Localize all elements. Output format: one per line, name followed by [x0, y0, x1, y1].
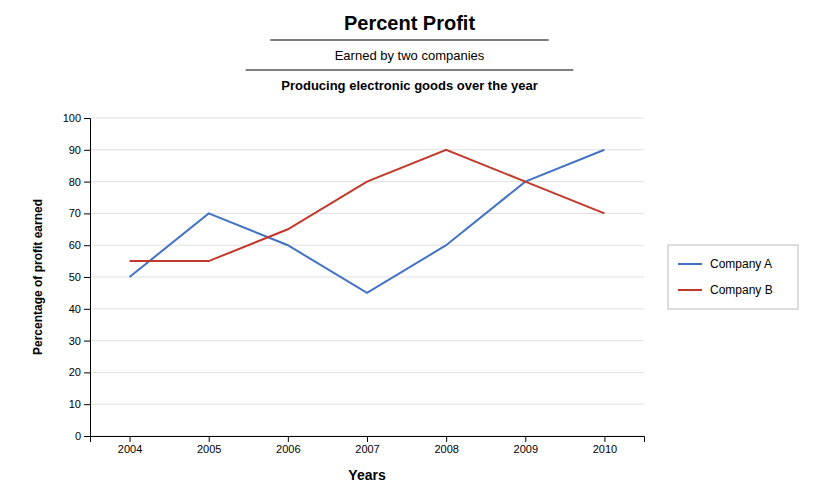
y-tick-label: 80	[69, 176, 81, 188]
x-tick-label: 2004	[118, 443, 142, 455]
legend: Company A Company B	[668, 245, 798, 309]
y-tick-mark	[84, 309, 90, 310]
legend-swatch	[678, 263, 702, 265]
title-rule	[270, 39, 548, 40]
x-tick-mark	[367, 436, 368, 442]
x-axis-line	[91, 437, 645, 443]
y-tick: 50	[69, 271, 90, 283]
y-tick: 10	[69, 398, 90, 410]
y-tick: 30	[69, 335, 90, 347]
x-tick: 2010	[593, 436, 617, 455]
x-axis: 2004 2005 2006 2007 2008 2009 2010	[91, 436, 645, 455]
grid-line	[90, 213, 644, 214]
y-tick-mark	[84, 277, 90, 278]
x-tick-label: 2006	[276, 443, 300, 455]
x-tick: 2006	[276, 436, 300, 455]
series-line	[130, 150, 605, 261]
y-axis-line	[84, 119, 91, 437]
title: Percent Profit	[344, 12, 475, 34]
x-tick: 2008	[434, 436, 458, 455]
x-tick: 2004	[118, 436, 142, 455]
y-tick-mark	[84, 150, 90, 151]
y-tick-mark	[84, 213, 90, 214]
y-tick: 20	[69, 366, 90, 378]
y-tick-label: 10	[69, 398, 81, 410]
y-tick: 80	[69, 176, 90, 188]
y-tick-mark	[84, 118, 90, 119]
chart: Percent Profit Earned by two companies Pro…	[0, 0, 819, 498]
x-tick-mark	[288, 436, 289, 442]
grid-line	[90, 118, 644, 119]
y-tick-label: 20	[69, 366, 81, 378]
x-axis-title: Years	[348, 467, 386, 483]
x-tick-label: 2008	[434, 443, 458, 455]
grid-line	[90, 277, 644, 278]
series-group	[130, 150, 605, 293]
y-tick-mark	[84, 245, 90, 246]
subtitle: Earned by two companies	[335, 48, 485, 63]
x-tick-mark	[130, 436, 131, 442]
x-tick-mark	[209, 436, 210, 442]
grid-line	[90, 149, 644, 150]
y-tick: 40	[69, 303, 90, 315]
y-tick-label: 70	[69, 207, 81, 219]
y-tick-label: 40	[69, 303, 81, 315]
legend-swatch	[678, 289, 702, 291]
grid-line	[90, 245, 644, 246]
x-tick: 2007	[355, 436, 379, 455]
y-tick-mark	[84, 404, 90, 405]
grid-line	[90, 404, 644, 405]
x-tick: 2009	[514, 436, 538, 455]
x-tick-mark	[446, 436, 447, 442]
title-rule	[246, 69, 574, 70]
grid	[90, 118, 644, 436]
y-axis-title: Percentage of profit earned	[31, 199, 45, 355]
x-tick: 2005	[197, 436, 221, 455]
y-tick: 0	[75, 430, 90, 442]
series-line	[130, 150, 605, 293]
y-tick-mark	[84, 436, 90, 437]
y-tick-label: 30	[69, 335, 81, 347]
x-tick-label: 2009	[514, 443, 538, 455]
x-tick-label: 2010	[593, 443, 617, 455]
y-tick-label: 60	[69, 239, 81, 251]
y-axis: 0 10 20 30 40 50 60 70 80 90 100	[63, 112, 91, 442]
y-tick: 100	[63, 112, 90, 124]
y-tick-mark	[84, 341, 90, 342]
y-tick-label: 100	[63, 112, 81, 124]
y-tick-label: 90	[69, 144, 81, 156]
y-tick-mark	[84, 182, 90, 183]
y-tick-label: 50	[69, 271, 81, 283]
y-tick: 70	[69, 207, 90, 219]
grid-line	[90, 308, 644, 309]
legend-label: Company B	[710, 283, 773, 297]
plot: 2004 2005 2006 2007 2008 2009 2010 0 10 20 30 40 50 6…	[31, 112, 645, 483]
y-tick: 60	[69, 239, 90, 251]
subtitle: Producing electronic goods over the year	[281, 78, 537, 93]
x-tick-mark	[604, 436, 605, 442]
grid-line	[90, 340, 644, 341]
y-tick-label: 0	[75, 430, 81, 442]
legend-label: Company A	[710, 257, 772, 271]
y-tick: 90	[69, 144, 90, 156]
x-tick-label: 2007	[355, 443, 379, 455]
x-tick-label: 2005	[197, 443, 221, 455]
y-tick-mark	[84, 372, 90, 373]
x-tick-mark	[525, 436, 526, 442]
grid-line	[90, 372, 644, 373]
legend-frame	[668, 245, 798, 309]
